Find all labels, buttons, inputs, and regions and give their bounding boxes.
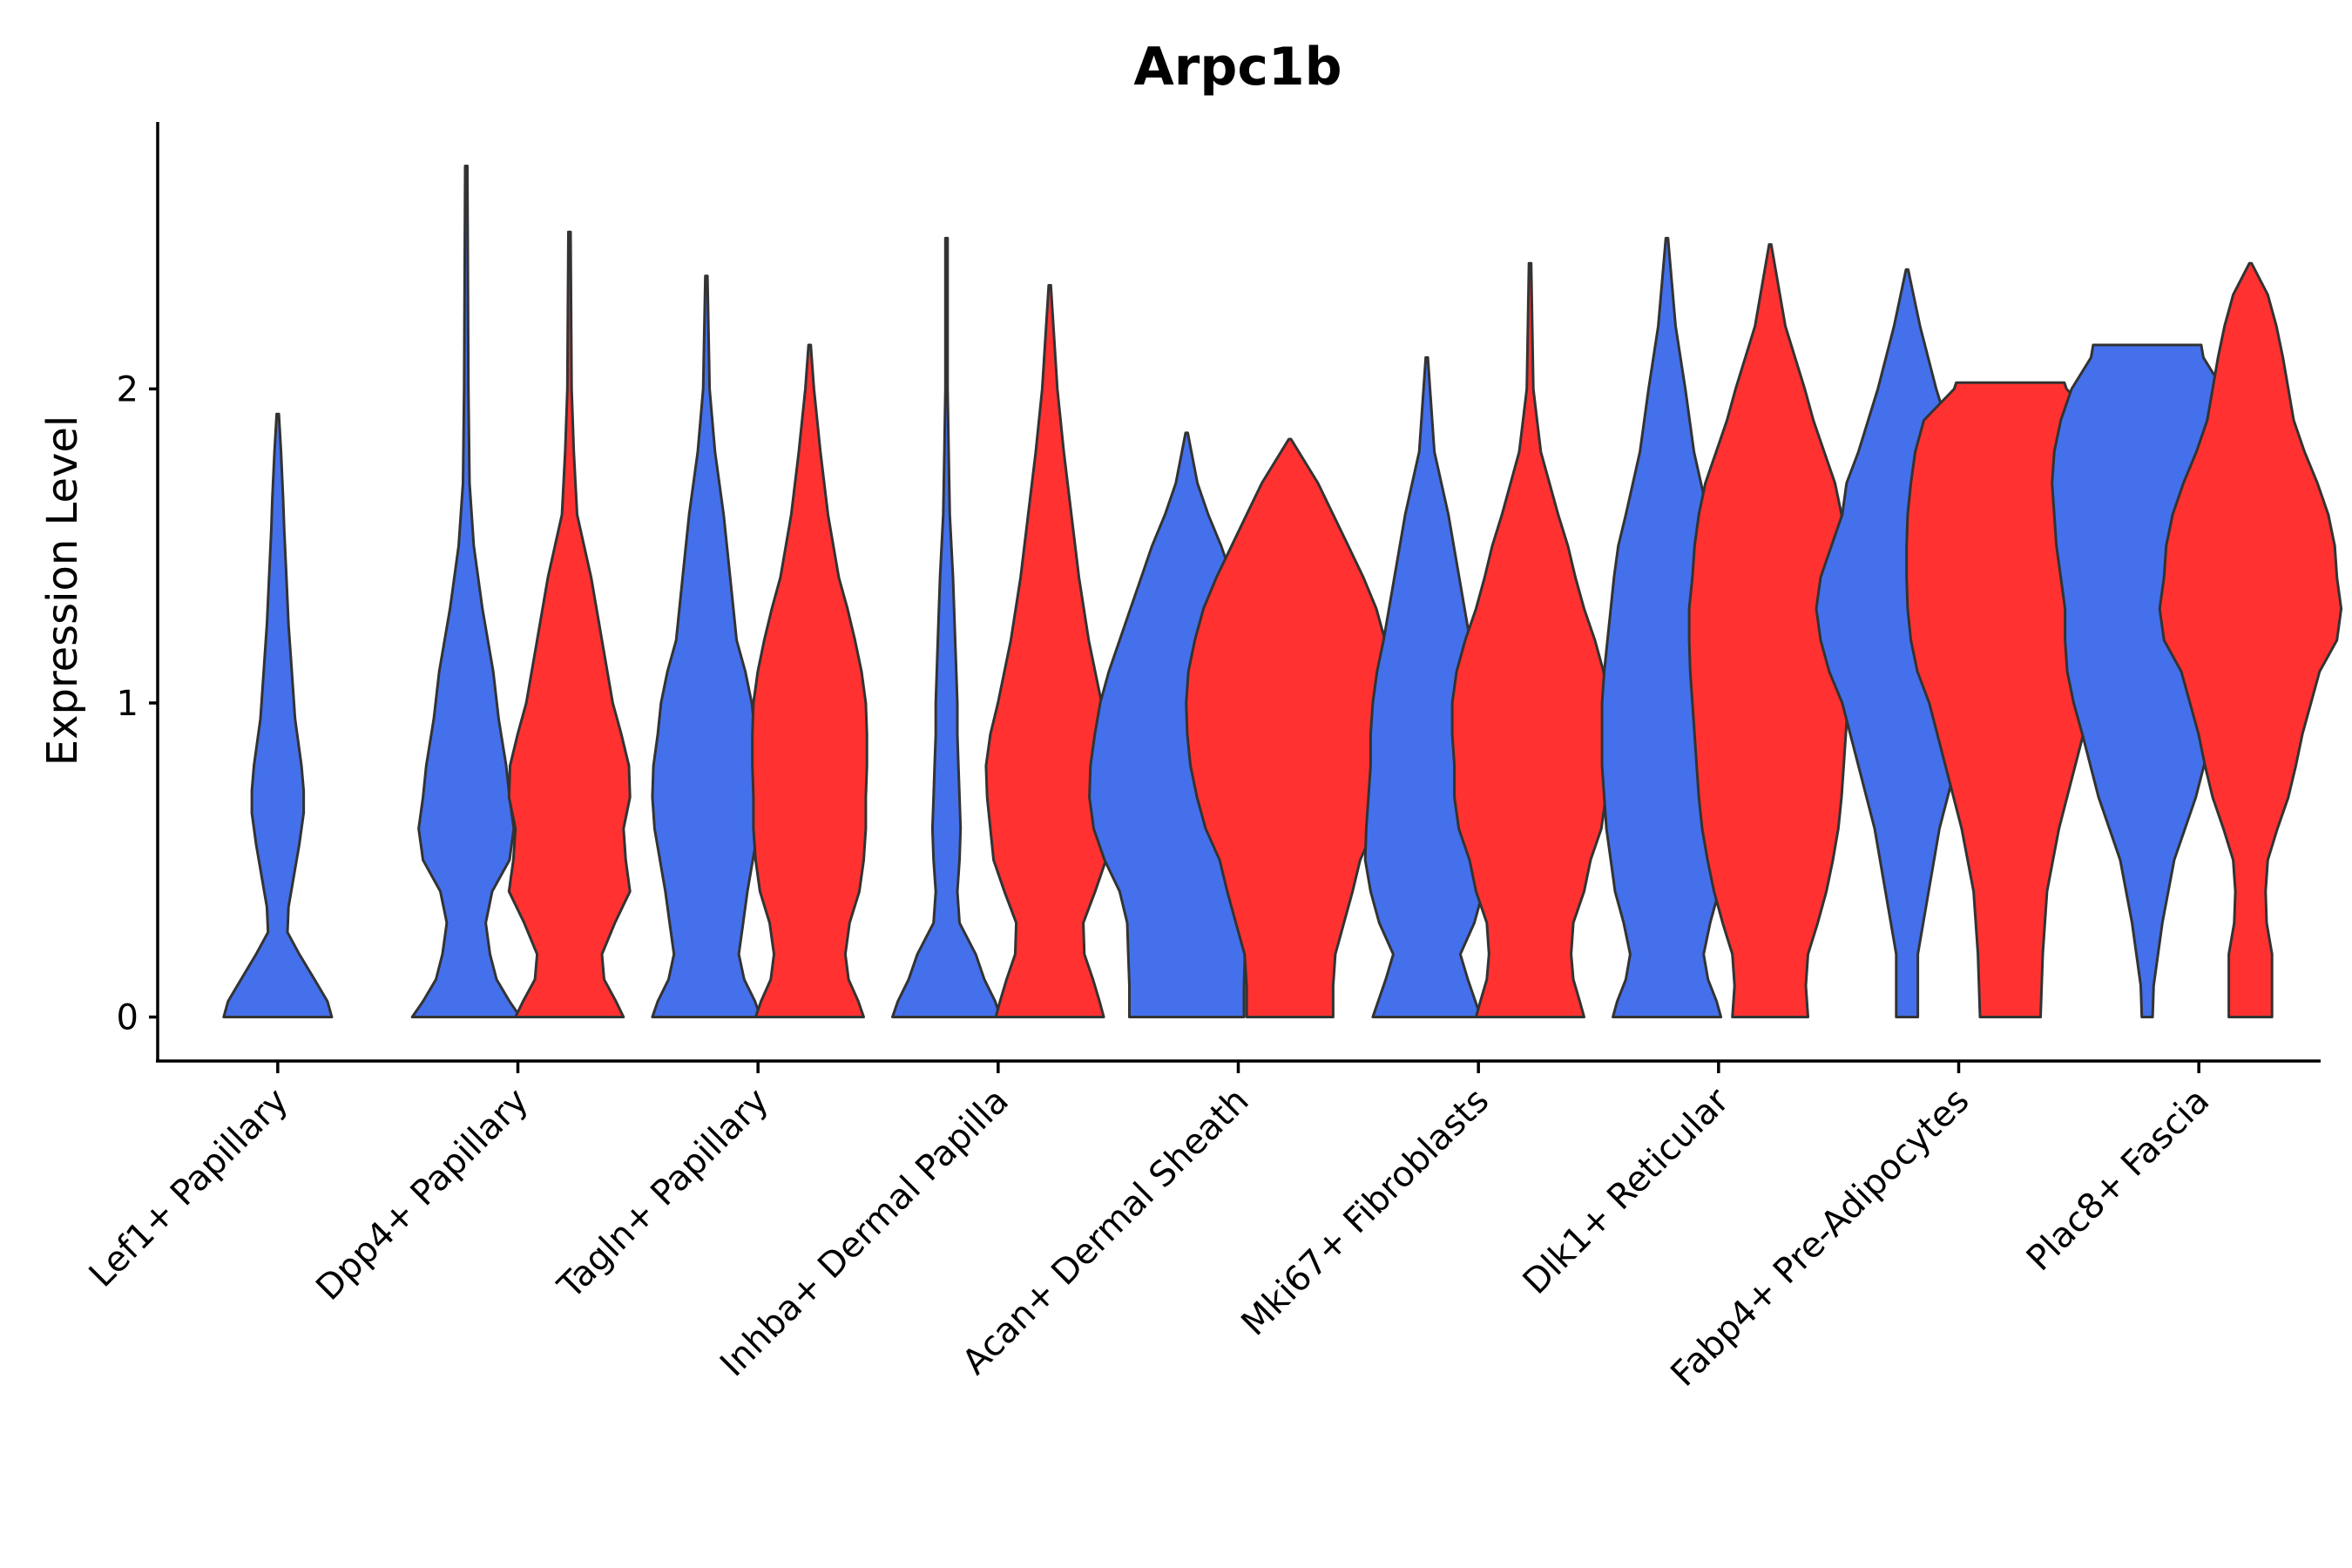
chart-title: Arpc1b [1133,37,1342,98]
x-tick-label: Dlk1+ Reticular [1516,1080,1738,1302]
y-tick-label: 2 [117,369,139,409]
y-tick-label: 1 [117,684,139,724]
y-tick-label: 0 [117,998,139,1038]
x-tick-label: Tagln+ Papillary [550,1081,776,1308]
violin-mki67-fibroblasts-red [1450,261,1610,1018]
x-axis-ticks: Lef1+ Papillary Dpp4+ Papillary Tagln+ Pap… [82,1061,2218,1395]
violin-dpp4-papillary-red [507,230,632,1018]
violin-lef1-papillary-blue [222,412,334,1018]
x-tick-label: Plac8+ Fascia [2019,1081,2218,1280]
violin-plac8-fascia-red [2158,261,2343,1018]
y-axis-ticks: 0 1 2 [117,369,158,1038]
x-tick-label: Acan+ Dermal Sheath [955,1081,1257,1383]
y-axis-label: Expression Level [38,416,87,767]
x-tick-label: Lef1+ Papillary [82,1081,296,1295]
violin-dpp4-papillary-blue [410,165,522,1018]
x-tick-label: Dpp4+ Papillary [308,1081,536,1308]
violin-dlk1-reticular-red [1687,243,1853,1018]
violin-tagln-papillary-red [751,343,868,1018]
violin-inhba-dermal-papilla-blue [891,236,1003,1018]
x-tick-label: Mki67+ Fibroblasts [1233,1081,1497,1344]
violin-inhba-dermal-papilla-red [984,284,1115,1018]
violin-tagln-papillary-blue [651,274,762,1018]
violin-group [222,165,2343,1018]
